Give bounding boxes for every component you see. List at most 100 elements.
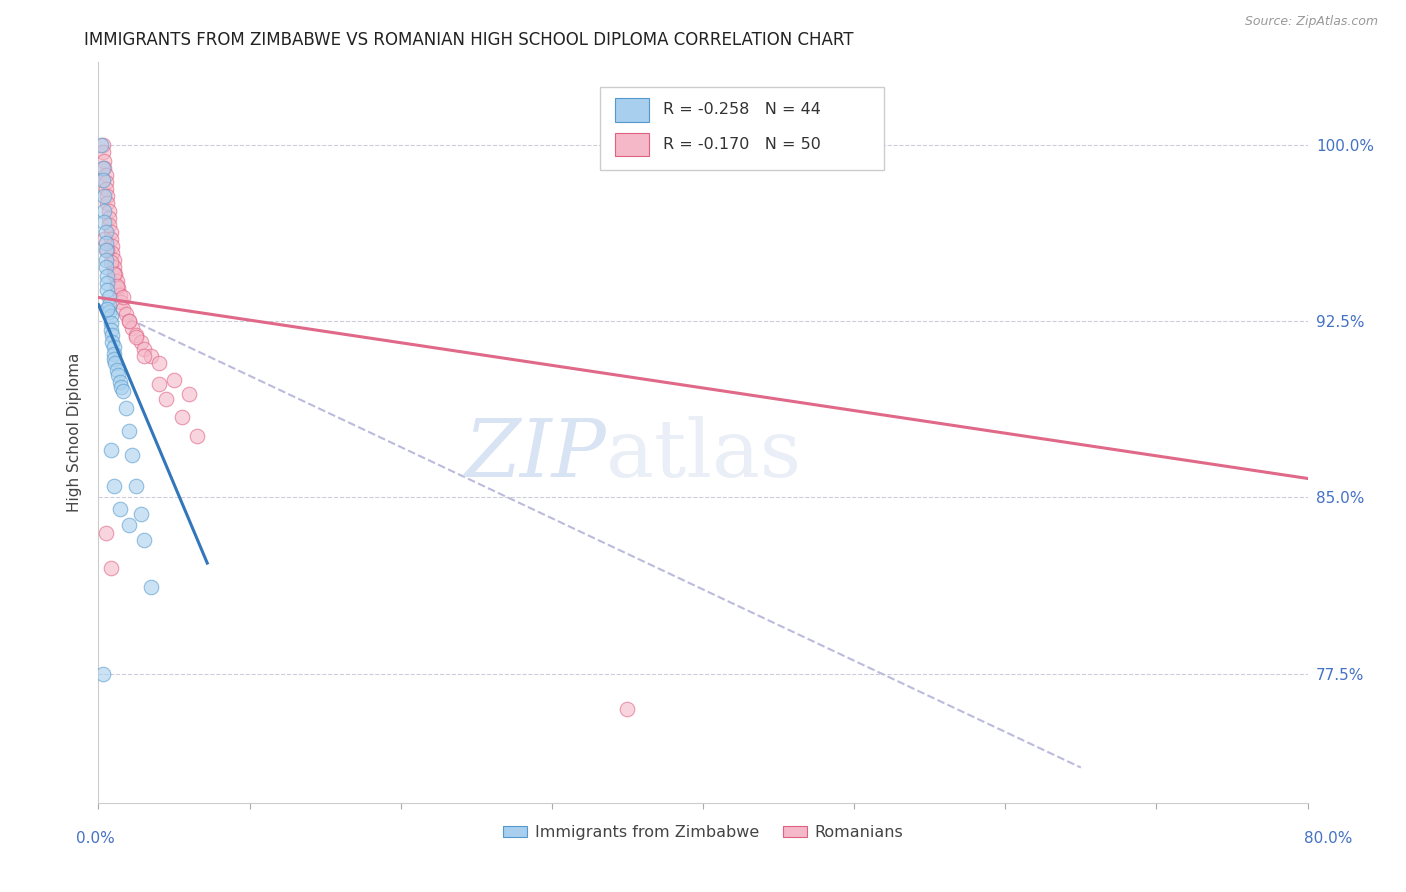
Y-axis label: High School Diploma: High School Diploma <box>67 353 83 512</box>
Point <box>114 307 136 321</box>
Point <box>98 304 121 318</box>
Point <box>103 347 125 361</box>
Text: 0.0%: 0.0% <box>76 831 115 846</box>
Point <box>132 533 155 547</box>
Point <box>129 507 152 521</box>
Point <box>616 702 638 716</box>
Point <box>96 269 118 284</box>
Point <box>103 340 125 354</box>
Point <box>101 245 124 260</box>
Point <box>94 182 117 196</box>
FancyBboxPatch shape <box>600 87 884 169</box>
Point <box>108 502 131 516</box>
Point <box>125 478 148 492</box>
Point <box>91 145 114 159</box>
Point <box>114 401 136 415</box>
Point <box>118 314 141 328</box>
Text: Source: ZipAtlas.com: Source: ZipAtlas.com <box>1244 15 1378 28</box>
Point <box>121 321 143 335</box>
Point <box>94 244 117 258</box>
Text: R = -0.258   N = 44: R = -0.258 N = 44 <box>664 103 821 118</box>
Point <box>101 328 124 343</box>
Point <box>94 252 117 267</box>
Point <box>111 384 134 399</box>
Point <box>96 284 118 298</box>
Point <box>103 478 125 492</box>
Point <box>163 373 186 387</box>
Point <box>104 267 127 281</box>
Point <box>96 302 118 317</box>
Point <box>98 203 121 218</box>
Point <box>125 330 148 344</box>
Point <box>105 274 128 288</box>
Point <box>100 316 122 330</box>
Point <box>132 342 155 356</box>
Point <box>98 297 121 311</box>
Point <box>93 154 115 169</box>
Point <box>98 211 121 225</box>
Text: R = -0.170   N = 50: R = -0.170 N = 50 <box>664 137 821 153</box>
Point <box>107 281 129 295</box>
Point <box>90 137 112 152</box>
Point <box>96 277 118 291</box>
Point <box>121 448 143 462</box>
Point <box>101 335 124 350</box>
Bar <box>614 133 648 156</box>
Point <box>170 410 193 425</box>
Point <box>103 260 125 274</box>
Point <box>93 161 115 176</box>
Point <box>100 443 122 458</box>
Point <box>101 239 124 253</box>
Point <box>129 335 152 350</box>
Point <box>103 351 125 366</box>
Point <box>94 225 117 239</box>
Point <box>94 525 117 540</box>
Point <box>125 328 148 343</box>
Point <box>94 260 117 274</box>
Point <box>111 302 134 317</box>
Point <box>148 356 170 370</box>
Point <box>100 232 122 246</box>
Point <box>96 196 118 211</box>
Point <box>94 236 117 251</box>
Point <box>96 189 118 203</box>
Point <box>100 561 122 575</box>
Point <box>93 232 115 246</box>
Point <box>132 349 155 363</box>
Text: atlas: atlas <box>606 416 801 494</box>
Point <box>103 267 125 281</box>
Point <box>110 380 132 394</box>
Point <box>96 244 118 258</box>
Point <box>108 375 131 389</box>
Point <box>179 387 201 401</box>
Text: 80.0%: 80.0% <box>1305 831 1353 846</box>
Point <box>93 215 115 229</box>
Point <box>91 137 114 152</box>
Point <box>93 189 115 203</box>
Point <box>98 218 121 232</box>
Point <box>105 363 128 377</box>
Point <box>110 295 132 310</box>
Bar <box>614 98 648 121</box>
Point <box>100 323 122 337</box>
Point <box>118 518 141 533</box>
Point <box>100 225 122 239</box>
Text: IMMIGRANTS FROM ZIMBABWE VS ROMANIAN HIGH SCHOOL DIPLOMA CORRELATION CHART: IMMIGRANTS FROM ZIMBABWE VS ROMANIAN HIG… <box>84 31 853 49</box>
Point <box>91 161 114 176</box>
Legend: Immigrants from Zimbabwe, Romanians: Immigrants from Zimbabwe, Romanians <box>496 819 910 847</box>
Point <box>107 368 129 382</box>
Point <box>155 392 177 406</box>
Point <box>91 666 114 681</box>
Point <box>141 349 163 363</box>
Point <box>118 425 141 439</box>
Point <box>141 580 163 594</box>
Point <box>103 252 125 267</box>
Point <box>118 314 141 328</box>
Point <box>94 175 117 189</box>
Point <box>186 429 208 443</box>
Point <box>148 377 170 392</box>
Text: ZIP: ZIP <box>464 416 606 493</box>
Point <box>98 290 121 304</box>
Point <box>111 290 134 304</box>
Point <box>100 310 122 324</box>
